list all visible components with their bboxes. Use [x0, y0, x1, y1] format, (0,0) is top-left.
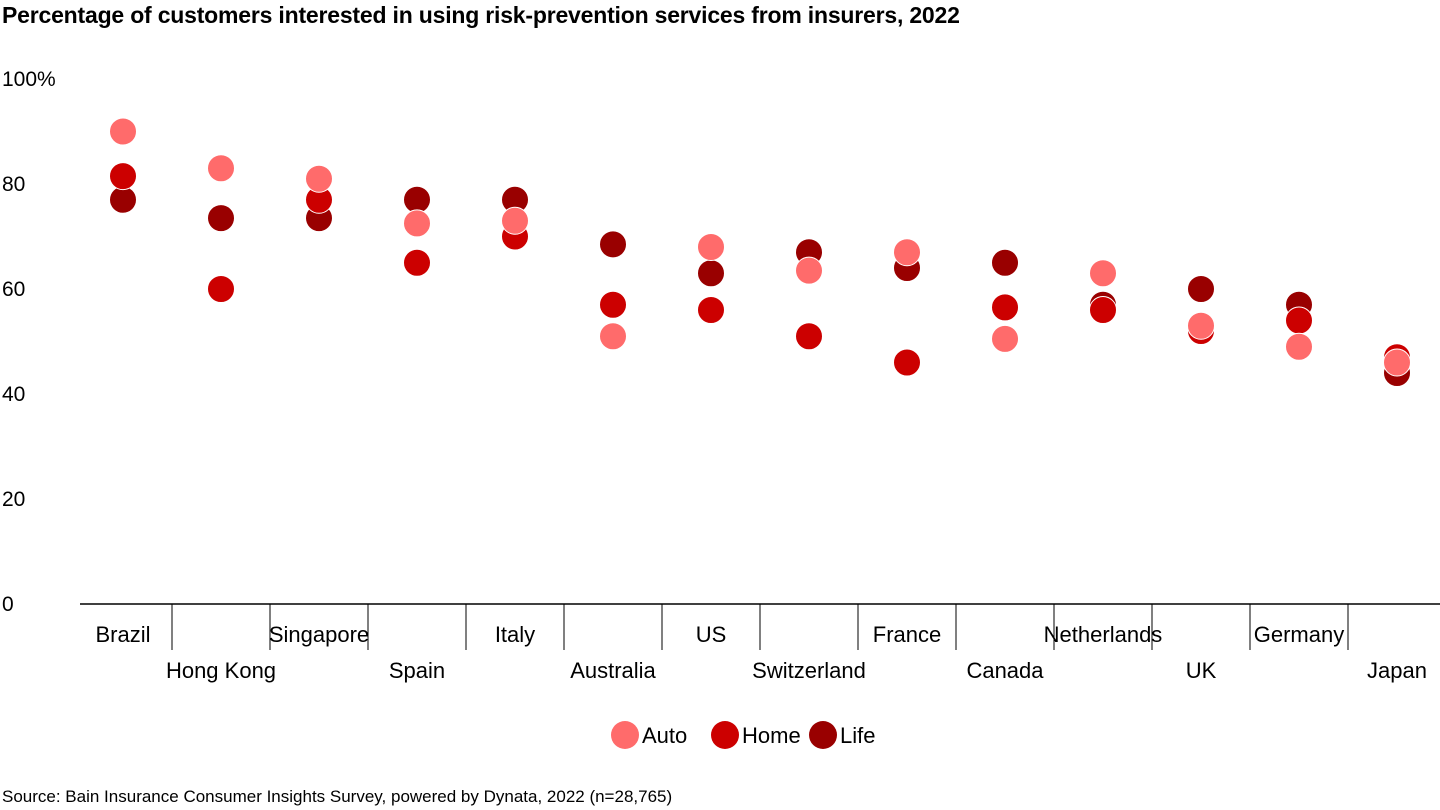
data-point-home [1089, 296, 1117, 324]
data-point-life [207, 204, 235, 233]
data-point-auto [795, 256, 823, 285]
x-tick-label: Japan [1367, 658, 1427, 683]
data-point-home [207, 275, 235, 303]
data-point-auto [991, 324, 1019, 353]
x-tick-label: US [696, 622, 727, 647]
data-point-home [599, 290, 627, 319]
y-tick-label: 60 [2, 278, 25, 301]
data-point-home [403, 248, 431, 277]
data-point-auto [501, 206, 529, 235]
legend-label-auto: Auto [642, 723, 687, 748]
legend-label-home: Home [742, 723, 801, 748]
data-point-home [109, 162, 137, 191]
x-tick-label: Australia [570, 658, 656, 683]
data-point-home [1285, 306, 1313, 335]
data-point-auto [893, 238, 921, 267]
data-point-auto [1285, 332, 1313, 361]
data-point-auto [1089, 259, 1117, 288]
data-point-life [1187, 275, 1215, 303]
x-tick-label: Switzerland [752, 658, 866, 683]
x-tick-label: Canada [966, 658, 1044, 683]
x-tick-label: Spain [389, 658, 445, 683]
x-tick-label: Netherlands [1044, 622, 1163, 647]
legend-marker-auto [611, 721, 639, 749]
x-tick-label: Hong Kong [166, 658, 276, 683]
y-tick-label: 40 [2, 383, 25, 406]
x-tick-label: Singapore [269, 622, 369, 647]
x-tick-label: Brazil [95, 622, 150, 647]
data-point-life [697, 259, 725, 288]
x-tick-label: UK [1186, 658, 1217, 683]
chart-title: Percentage of customers interested in us… [2, 2, 960, 28]
data-point-life [403, 185, 431, 214]
data-point-auto [305, 164, 333, 193]
data-point-auto [403, 209, 431, 238]
x-tick-label: Germany [1254, 622, 1344, 647]
y-tick-label: 0 [2, 593, 14, 616]
y-tick-label: 80 [2, 173, 25, 196]
data-point-auto [109, 117, 137, 146]
data-point-life [991, 248, 1019, 277]
x-tick-label: France [873, 622, 941, 647]
x-tick-label: Italy [495, 622, 535, 647]
data-point-auto [1383, 348, 1411, 377]
data-point-life [109, 185, 137, 214]
legend-marker-life [809, 721, 837, 749]
data-point-auto [207, 154, 235, 183]
legend-label-life: Life [840, 723, 875, 748]
legend-marker-home [711, 721, 739, 749]
data-point-home [991, 293, 1019, 322]
y-tick-label: 20 [2, 488, 25, 511]
chart-source: Source: Bain Insurance Consumer Insights… [2, 787, 673, 806]
data-point-life [599, 230, 627, 259]
y-tick-label: 100% [2, 68, 56, 91]
data-point-home [795, 322, 823, 351]
data-point-home [697, 296, 725, 324]
data-point-auto [697, 233, 725, 261]
data-point-auto [1187, 311, 1215, 340]
data-point-auto [599, 322, 627, 351]
data-point-home [893, 348, 921, 377]
